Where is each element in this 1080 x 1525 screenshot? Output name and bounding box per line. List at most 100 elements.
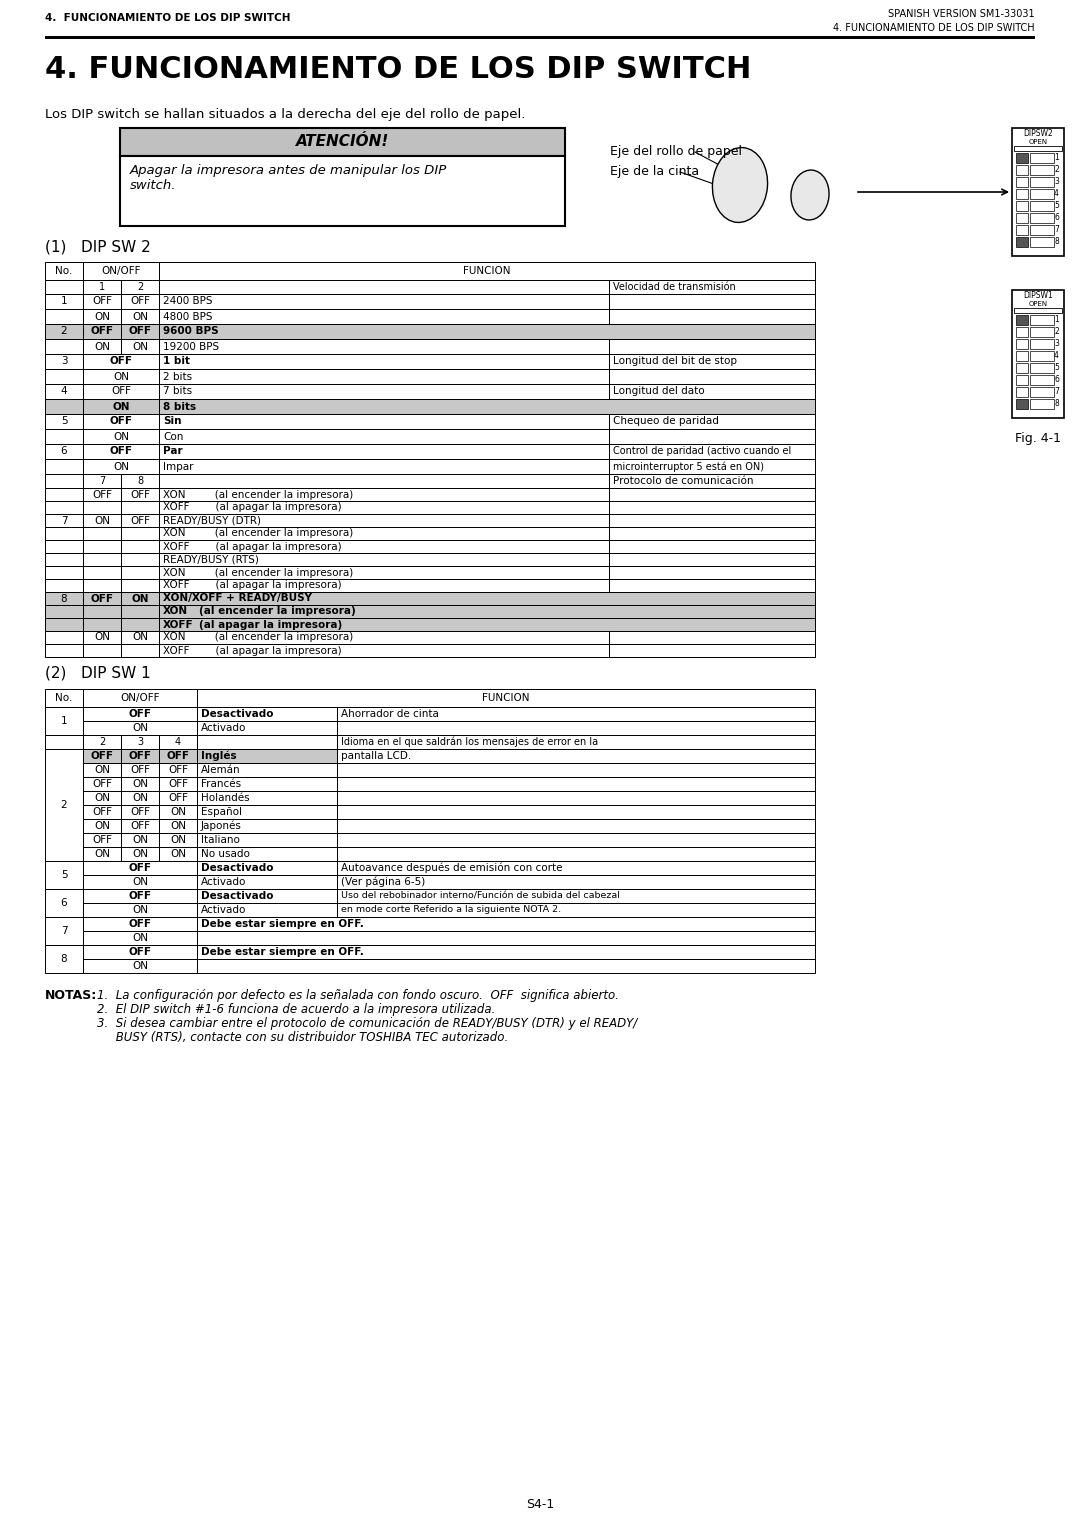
Bar	[45, 281, 83, 294]
Bar	[1030, 351, 1054, 361]
Bar	[83, 554, 121, 566]
Text: 3: 3	[60, 357, 67, 366]
Bar	[45, 514, 83, 528]
Text: ON: ON	[132, 633, 148, 642]
Bar	[1016, 326, 1028, 337]
Bar	[197, 930, 815, 946]
Bar	[83, 605, 121, 618]
Bar	[609, 488, 815, 502]
Bar	[83, 862, 197, 875]
Bar	[609, 540, 815, 554]
Bar	[609, 354, 815, 369]
Bar	[121, 323, 159, 339]
Text: (al encender la impresora): (al encender la impresora)	[199, 607, 355, 616]
Text: 1: 1	[99, 282, 105, 291]
Bar	[121, 474, 159, 488]
Text: SPANISH VERSION SM1-33031: SPANISH VERSION SM1-33031	[889, 9, 1035, 18]
Bar	[1030, 189, 1054, 198]
Bar	[45, 339, 83, 354]
Text: Con: Con	[163, 432, 184, 442]
Text: XOFF: XOFF	[163, 619, 193, 630]
Text: ON: ON	[94, 766, 110, 775]
Bar	[83, 514, 121, 528]
Bar	[197, 862, 337, 875]
Text: XON         (al encender la impresora): XON (al encender la impresora)	[163, 567, 353, 578]
Bar	[197, 889, 337, 903]
Text: OFF: OFF	[91, 326, 113, 337]
Text: 6: 6	[60, 898, 67, 907]
Text: ON: ON	[132, 836, 148, 845]
Bar	[1016, 351, 1028, 361]
Bar	[83, 502, 121, 514]
Text: Inglés: Inglés	[201, 750, 237, 761]
Text: Idioma en el que saldrán los mensajes de error en la: Idioma en el que saldrán los mensajes de…	[341, 737, 598, 747]
Bar	[159, 735, 197, 749]
Bar	[197, 735, 337, 749]
Bar	[83, 369, 159, 384]
Bar	[45, 262, 83, 281]
Text: 7: 7	[1054, 387, 1059, 397]
Text: 1.  La configuración por defecto es la señalada con fondo oscuro.  OFF  signific: 1. La configuración por defecto es la se…	[97, 990, 619, 1002]
Bar	[83, 833, 121, 846]
Bar	[83, 528, 121, 540]
Bar	[1030, 387, 1054, 397]
Bar	[1012, 128, 1064, 256]
Text: 19200 BPS: 19200 BPS	[163, 342, 219, 351]
Bar	[159, 819, 197, 833]
Text: OFF: OFF	[130, 766, 150, 775]
Bar	[83, 294, 121, 310]
Bar	[609, 444, 815, 459]
Text: (2)   DIP SW 1: (2) DIP SW 1	[45, 665, 151, 680]
Bar	[121, 631, 159, 644]
Bar	[121, 294, 159, 310]
Text: XOFF        (al apagar la impresora): XOFF (al apagar la impresora)	[163, 645, 341, 656]
Bar	[45, 566, 83, 580]
Bar	[197, 805, 337, 819]
Text: XON         (al encender la impresora): XON (al encender la impresora)	[163, 633, 353, 642]
Bar	[45, 554, 83, 566]
Bar	[83, 791, 121, 805]
Text: pantalla LCD.: pantalla LCD.	[341, 750, 411, 761]
Bar	[1030, 400, 1054, 409]
Bar	[609, 281, 815, 294]
Bar	[45, 528, 83, 540]
Bar	[83, 735, 121, 749]
Bar	[45, 459, 83, 474]
Text: ON: ON	[132, 311, 148, 322]
Bar	[609, 554, 815, 566]
Text: 1: 1	[1054, 154, 1059, 163]
Bar	[45, 708, 83, 735]
Bar	[159, 413, 609, 429]
Bar	[159, 618, 815, 631]
Text: 6: 6	[1054, 375, 1059, 384]
Bar	[83, 281, 121, 294]
Text: OFF: OFF	[168, 766, 188, 775]
Bar	[83, 889, 197, 903]
Bar	[1016, 400, 1028, 409]
Text: READY/BUSY (RTS): READY/BUSY (RTS)	[163, 555, 259, 564]
Text: BUSY (RTS), contacte con su distribuidor TOSHIBA TEC autorizado.: BUSY (RTS), contacte con su distribuidor…	[97, 1031, 509, 1045]
Bar	[1016, 236, 1028, 247]
Bar	[1012, 290, 1064, 418]
Bar	[45, 917, 83, 946]
Bar	[609, 566, 815, 580]
Bar	[83, 721, 197, 735]
Bar	[337, 762, 815, 778]
Bar	[159, 459, 609, 474]
Text: Uso del rebobinador interno/Función de subida del cabezal: Uso del rebobinador interno/Función de s…	[341, 892, 620, 900]
Bar	[121, 735, 159, 749]
Bar	[83, 819, 121, 833]
Text: XON         (al encender la impresora): XON (al encender la impresora)	[163, 490, 353, 500]
Text: 2: 2	[1054, 328, 1059, 337]
Bar	[45, 580, 83, 592]
Text: OFF: OFF	[130, 515, 150, 526]
Bar	[121, 805, 159, 819]
Text: Japonés: Japonés	[201, 820, 242, 831]
Text: ON: ON	[132, 593, 149, 604]
Bar	[45, 444, 83, 459]
Bar	[83, 429, 159, 444]
Text: 7 bits: 7 bits	[163, 386, 192, 396]
Bar	[83, 444, 159, 459]
Text: 8: 8	[60, 593, 67, 604]
Bar	[609, 310, 815, 323]
